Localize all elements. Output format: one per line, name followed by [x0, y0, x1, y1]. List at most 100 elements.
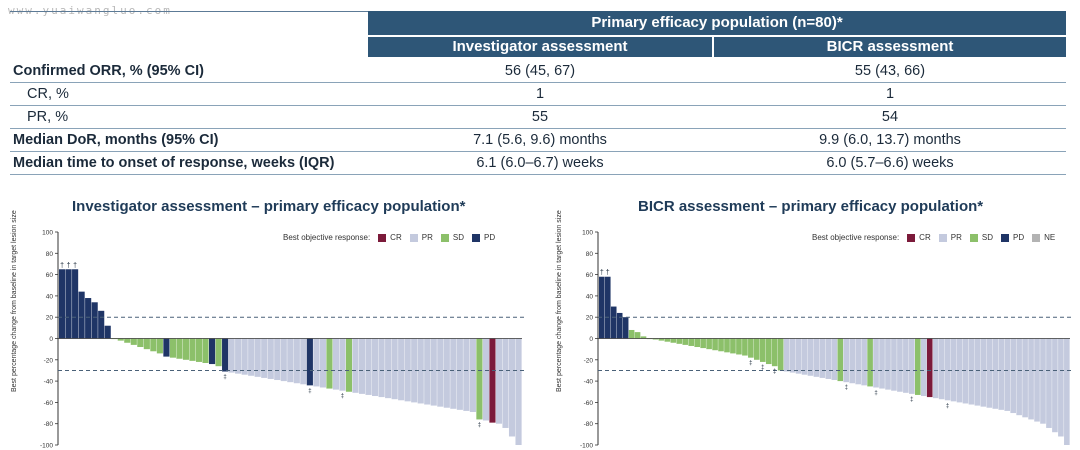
legend-swatch-pd — [1000, 233, 1009, 242]
row-label: PR, % — [27, 109, 69, 125]
legend-bicr: Best objective response: CR PR SD PD NE — [812, 233, 1055, 242]
waterfall-bar — [855, 338, 861, 385]
waterfall-bar — [85, 298, 92, 339]
waterfall-bar — [730, 338, 736, 354]
waterfall-bar — [358, 338, 366, 394]
waterfall-bar — [706, 338, 712, 350]
waterfall-bar — [801, 338, 808, 375]
waterfall-bar — [430, 338, 437, 406]
double-dagger-marker: ‡ — [910, 397, 913, 403]
waterfall-bar — [676, 338, 683, 344]
waterfall-bar — [1034, 338, 1040, 422]
legend-label-sd: SD — [981, 233, 993, 242]
waterfall-bar — [700, 338, 706, 349]
waterfall-bar — [974, 338, 981, 406]
waterfall-bar — [417, 338, 424, 404]
waterfall-bar — [980, 338, 987, 407]
waterfall-bar — [319, 338, 326, 388]
waterfall-bar — [1010, 338, 1016, 414]
waterfall-bar — [652, 338, 659, 340]
waterfall-bar — [91, 302, 98, 339]
waterfall-bar — [903, 338, 909, 393]
waterfall-bar — [261, 338, 268, 378]
double-dagger-marker: ‡ — [845, 385, 848, 391]
legend-label-pr: PR — [421, 233, 433, 242]
double-dagger-marker: ‡ — [749, 361, 752, 367]
waterfall-bar — [777, 338, 784, 371]
double-dagger-marker: ‡ — [946, 403, 949, 409]
cell-investigator: 1 — [535, 86, 545, 102]
waterfall-bar — [926, 338, 933, 398]
waterfall-bar — [365, 338, 372, 395]
waterfall-bar — [287, 338, 294, 383]
legend-label-pr: PR — [950, 233, 962, 242]
waterfall-bar — [313, 338, 320, 387]
dagger-marker: † — [606, 270, 610, 277]
waterfall-bar — [130, 338, 137, 345]
waterfall-bar — [391, 338, 398, 400]
waterfall-bar — [72, 269, 79, 339]
waterfall-bar — [306, 338, 313, 386]
y-tick-label: -80 — [584, 421, 594, 428]
double-dagger-marker: ‡ — [223, 375, 226, 381]
waterfall-bar — [610, 306, 617, 339]
waterfall-bar — [372, 338, 379, 397]
waterfall-bar — [849, 338, 856, 384]
waterfall-bar — [759, 338, 766, 362]
waterfall-bar — [694, 338, 700, 348]
waterfall-bar — [950, 338, 957, 402]
waterfall-bar — [843, 338, 850, 383]
waterfall-bar — [718, 338, 724, 352]
waterfall-bar — [124, 338, 131, 343]
y-tick-label: -100 — [40, 443, 53, 450]
waterfall-bar — [670, 338, 677, 343]
waterfall-bar — [748, 338, 754, 358]
waterfall-bar — [771, 338, 778, 367]
waterfall-bar — [754, 338, 760, 360]
y-tick-label: -100 — [580, 443, 593, 450]
cell-bicr: 9.9 (6.0, 13.7) months — [819, 132, 961, 148]
waterfall-bar — [398, 338, 405, 401]
legend-swatch-pr — [409, 233, 418, 242]
y-tick-label: 60 — [586, 272, 594, 279]
waterfall-bar — [736, 338, 742, 355]
table-row: Confirmed ORR, % (95% CI) 56 (45, 67) 55… — [10, 60, 1066, 83]
waterfall-bar — [463, 338, 470, 411]
waterfall-bar — [837, 338, 844, 382]
waterfall-bar — [986, 338, 993, 408]
dagger-marker: † — [60, 262, 64, 269]
waterfall-bar — [450, 338, 457, 409]
waterfall-bar — [98, 310, 105, 339]
cell-investigator: 7.1 (5.6, 9.6) months — [473, 132, 607, 148]
waterfall-bar — [634, 332, 641, 339]
waterfall-bar — [807, 338, 814, 376]
waterfall-bar — [604, 276, 611, 339]
waterfall-bar — [789, 338, 796, 373]
waterfall-bar — [682, 338, 689, 345]
cell-bicr: 1 — [885, 86, 895, 102]
waterfall-bar — [956, 338, 963, 403]
waterfall-bar — [150, 338, 157, 352]
header-primary-population: Primary efficacy population (n=80)* — [368, 11, 1066, 35]
waterfall-bar — [897, 338, 903, 392]
waterfall-bar — [476, 338, 483, 420]
cell-bicr: 54 — [881, 109, 899, 125]
waterfall-bar — [189, 338, 196, 361]
waterfall-bar — [424, 338, 431, 405]
y-tick-label: 80 — [46, 251, 54, 258]
waterfall-bar — [169, 338, 176, 358]
waterfall-bar — [891, 338, 897, 391]
waterfall-bar — [508, 338, 516, 437]
waterfall-bar — [658, 338, 665, 341]
legend-label-cr: CR — [390, 233, 402, 242]
watermark-url: www.yuaiwangluo.com — [8, 4, 172, 17]
legend-swatch-sd — [440, 233, 449, 242]
waterfall-bar — [182, 338, 190, 360]
dagger-marker: † — [600, 270, 604, 277]
waterfall-bar — [879, 338, 885, 389]
double-dagger-marker: ‡ — [773, 369, 776, 375]
waterfall-bar — [873, 338, 879, 388]
waterfall-bar — [176, 338, 183, 359]
waterfall-bar — [909, 338, 915, 394]
